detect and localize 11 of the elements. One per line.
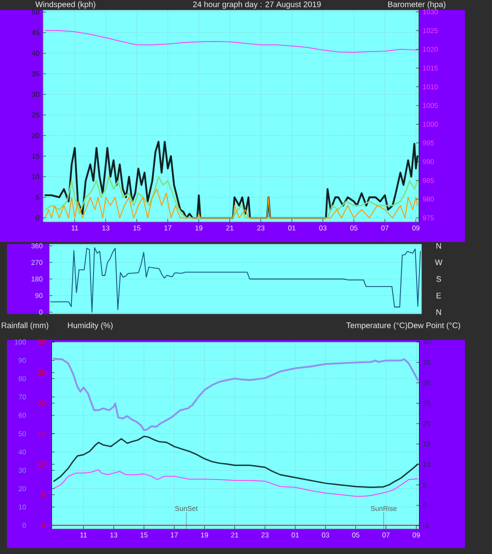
y2-axis-title: Temperature (°C)Dew Point (°C) bbox=[346, 322, 460, 330]
text: N bbox=[436, 243, 441, 249]
y2-axis-title: Barometer (hpa) bbox=[388, 1, 446, 9]
y-axis-title: Windspeed (kph) bbox=[35, 1, 96, 9]
text: E bbox=[436, 292, 442, 298]
text: W bbox=[434, 260, 442, 266]
text: S bbox=[436, 276, 441, 282]
y-axis-title: Humidity (%) bbox=[68, 322, 113, 330]
chart-title: 24 hour graph day : 27 August 2019 bbox=[193, 1, 321, 9]
text: N bbox=[436, 309, 441, 315]
y3-axis-title: Rainfall (mm) bbox=[2, 322, 48, 330]
